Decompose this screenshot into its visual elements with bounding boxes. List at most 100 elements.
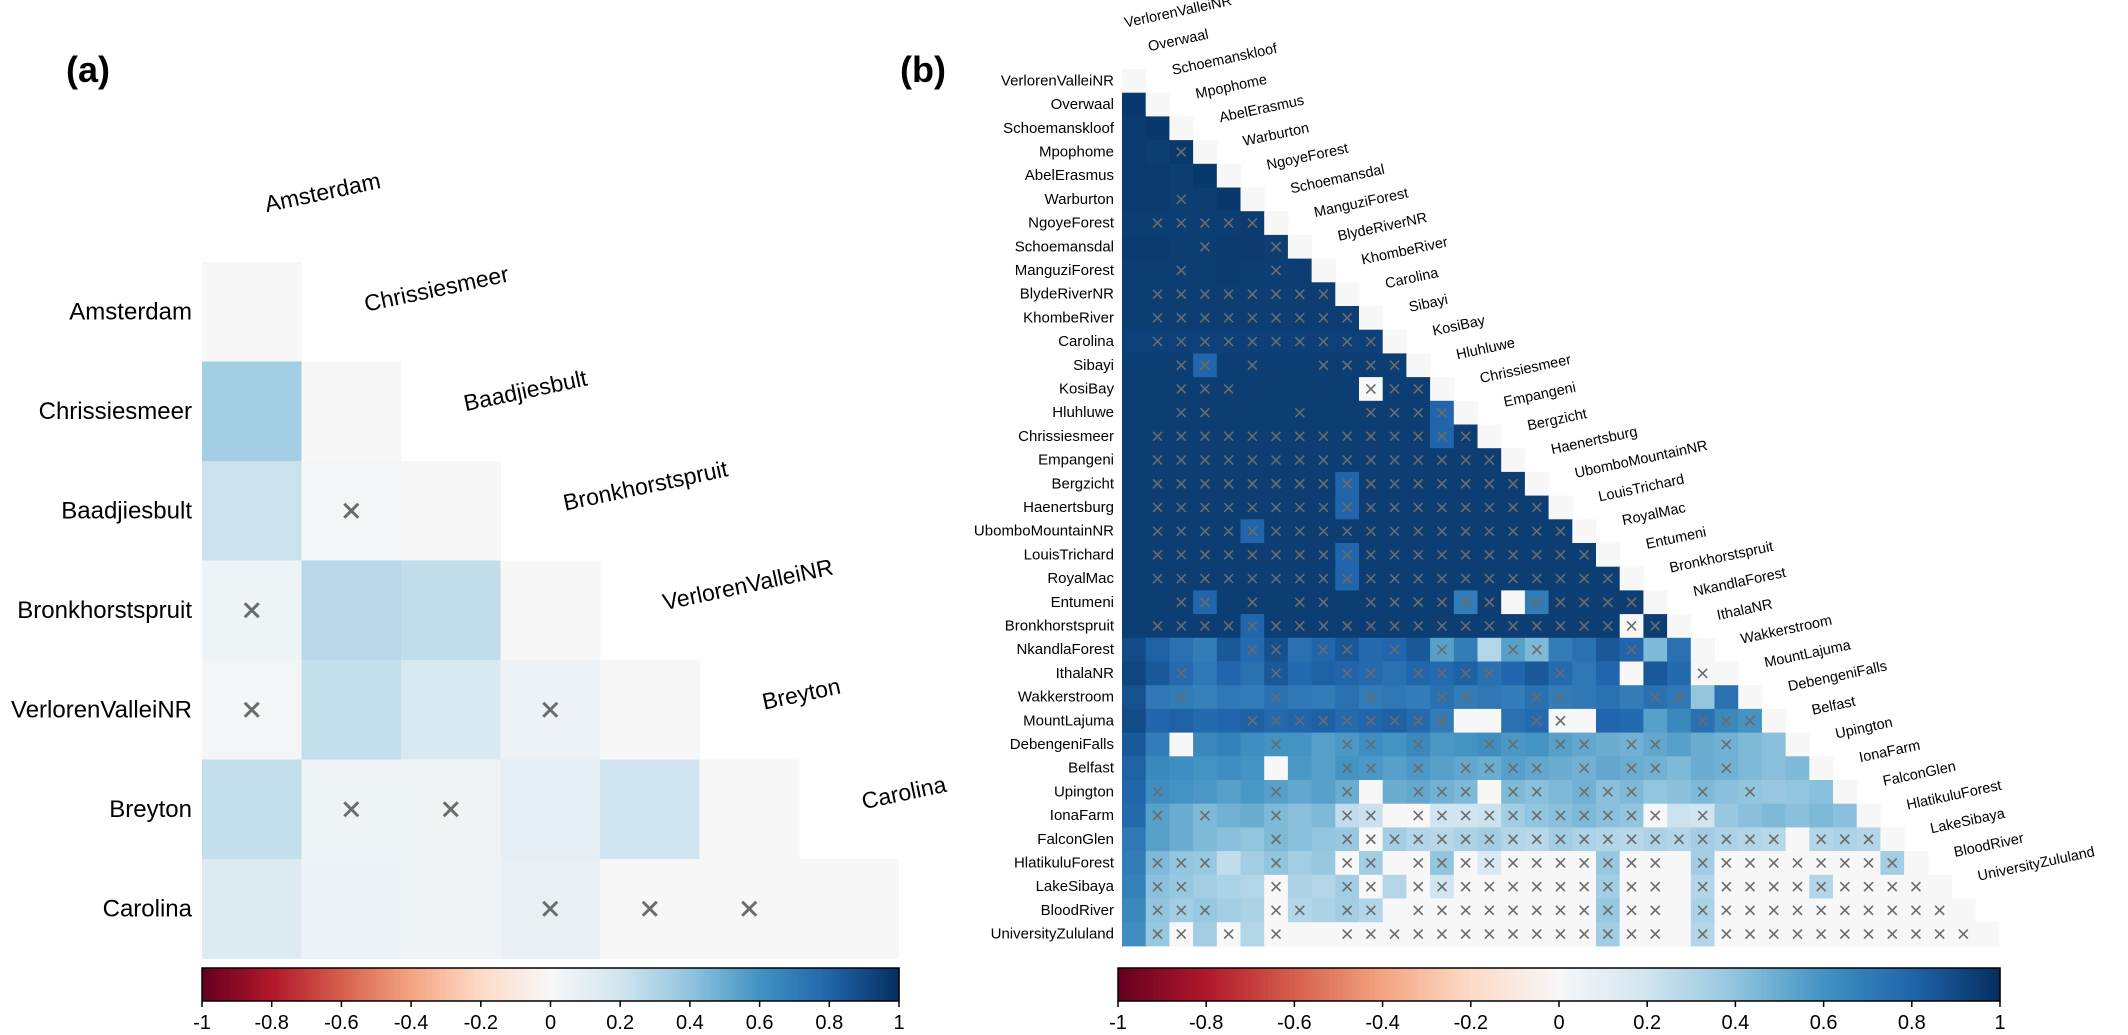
panel-b-colorbar-gradient-segment (1982, 968, 1988, 1001)
panel-b-cell (1690, 732, 1715, 757)
panel-b-nonsignificant-marker (1460, 668, 1471, 679)
panel-b-nonsignificant-marker (1413, 810, 1424, 821)
panel-a-colorbar-gradient-segment (215, 968, 221, 1001)
panel-b-nonsignificant-marker (1531, 526, 1542, 537)
panel-b-nonsignificant-marker (1176, 265, 1187, 276)
panel-b-nonsignificant-marker (1176, 336, 1187, 347)
panel-b-cell (1501, 708, 1526, 734)
panel-b-colorbar-gradient-segment (1559, 968, 1565, 1001)
panel-b-nonsignificant-marker (1744, 905, 1756, 916)
panel-b-colorbar-gradient-segment (1307, 968, 1313, 1001)
panel-b-nonsignificant-marker (1460, 431, 1471, 442)
panel-b-column-label: Empangeni (1502, 380, 1577, 411)
panel-a-colorbar-gradient-segment (794, 968, 799, 1001)
panel-b-cell (1264, 590, 1289, 615)
panel-a-colorbar-gradient-segment (818, 968, 823, 1001)
panel-b-cell (1122, 69, 1147, 94)
panel-a-colorbar-gradient-segment (257, 968, 262, 1001)
panel-b-colorbar-gradient-segment (1633, 968, 1639, 1001)
panel-b-cell (1169, 803, 1194, 828)
panel-a-colorbar-tick-label: -0.2 (464, 1012, 498, 1034)
panel-b-colorbar-gradient-segment (1528, 968, 1534, 1001)
panel-b-nonsignificant-marker (1270, 549, 1282, 560)
panel-b-cell (1382, 803, 1407, 828)
panel-b-nonsignificant-marker (1436, 526, 1448, 537)
panel-b-nonsignificant-marker (1436, 407, 1448, 418)
panel-a-colorbar-gradient-segment (637, 968, 642, 1001)
panel-b-column-label: Overwaal (1147, 27, 1210, 55)
panel-b-nonsignificant-marker (1199, 431, 1211, 442)
panel-b-nonsignificant-marker (1342, 857, 1353, 869)
panel-b-nonsignificant-marker (1152, 549, 1163, 560)
panel-a-colorbar-gradient-segment (487, 968, 492, 1001)
panel-b-row-label: NgoyeForest (1028, 215, 1115, 232)
panel-b-cell (1240, 377, 1265, 402)
panel-a-colorbar-gradient-segment (630, 968, 635, 1001)
panel-b-nonsignificant-marker (1816, 928, 1827, 940)
panel-b-nonsignificant-marker (1342, 526, 1353, 537)
panel-a-colorbar-gradient-segment (327, 968, 332, 1001)
panel-b-nonsignificant-marker (1223, 217, 1234, 229)
panel-b-cell (1287, 353, 1313, 378)
panel-b-row-label: FalconGlen (1037, 831, 1114, 848)
panel-b-cell (1216, 851, 1241, 876)
panel-a-colorbar-gradient-segment (533, 968, 538, 1001)
panel-b-nonsignificant-marker (1176, 620, 1187, 632)
panel-b-colorbar-gradient-segment (1435, 968, 1441, 1001)
panel-b-cell (1169, 827, 1194, 852)
panel-b-cell (1145, 685, 1170, 710)
panel-b-nonsignificant-marker (1270, 715, 1282, 726)
panel-b-colorbar-gradient-segment (1902, 968, 1908, 1001)
panel-b-colorbar-gradient-segment (1748, 968, 1754, 1001)
panel-b-nonsignificant-marker (1365, 407, 1376, 418)
panel-a-colorbar-gradient-segment (871, 968, 876, 1001)
panel-a-colorbar-gradient-segment (233, 968, 238, 1001)
panel-b-cell (1240, 756, 1265, 781)
panel-b-cell (1145, 732, 1170, 757)
panel-b-nonsignificant-marker (1531, 834, 1542, 845)
panel-a-colorbar-gradient-segment (282, 968, 287, 1001)
panel-a-colorbar-gradient-segment (592, 968, 597, 1001)
panel-a-colorbar-gradient-segment (672, 968, 677, 1001)
panel-b-cell (1193, 708, 1218, 734)
panel-b-nonsignificant-marker (1579, 763, 1590, 774)
panel-b-nonsignificant-marker (1792, 928, 1803, 940)
panel-b-column-label: MountLajuma (1763, 637, 1853, 671)
panel-b-nonsignificant-marker (1887, 905, 1898, 916)
panel-a-colorbar-gradient-segment (275, 968, 280, 1001)
panel-b-row-label: Hluhluwe (1052, 404, 1114, 421)
panel-a-colorbar-gradient-segment (404, 968, 409, 1001)
panel-b-colorbar-gradient-segment (1329, 968, 1335, 1001)
panel-b-cell (1193, 637, 1218, 662)
panel-b-nonsignificant-marker (1247, 526, 1258, 537)
panel-b-nonsignificant-marker (1270, 502, 1282, 513)
panel-b-cell (1809, 780, 1834, 805)
panel-b-nonsignificant-marker (1318, 360, 1329, 371)
panel-b-colorbar-gradient-segment (1832, 968, 1838, 1001)
panel-b-cell (1785, 756, 1810, 781)
panel-b-row-label: IthalaNR (1056, 665, 1115, 682)
panel-b-nonsignificant-marker (1389, 644, 1400, 655)
panel-a-colorbar-gradient-segment (700, 968, 705, 1001)
panel-b-nonsignificant-marker (1199, 407, 1211, 418)
panel-a-colorbar-gradient-segment (829, 968, 834, 1001)
panel-a-colorbar-gradient-segment (250, 968, 255, 1001)
panel-b-cell (1122, 803, 1147, 828)
panel-b-nonsignificant-marker (1484, 763, 1495, 774)
panel-b-nonsignificant-marker (1223, 928, 1234, 940)
panel-a-colorbar-gradient-segment (358, 968, 363, 1001)
panel-a-colorbar-tick-label: -0.6 (324, 1012, 358, 1034)
panel-b-cell (1477, 708, 1502, 734)
panel-b-colorbar-tick-label: -0.2 (1454, 1012, 1488, 1034)
panel-a-colorbar-gradient-segment (240, 968, 245, 1001)
panel-b-nonsignificant-marker (1697, 715, 1708, 726)
panel-b-colorbar-gradient-segment (1541, 968, 1547, 1001)
panel-b-cell (1240, 780, 1265, 805)
panel-b-nonsignificant-marker (1389, 620, 1400, 632)
panel-a-cell (202, 361, 302, 462)
panel-b-nonsignificant-marker (1152, 857, 1163, 869)
panel-b-nonsignificant-marker (1744, 857, 1756, 869)
panel-b-nonsignificant-marker (1270, 454, 1282, 466)
panel-b-cell (1122, 140, 1147, 165)
panel-a-colorbar-gradient-segment (606, 968, 611, 1001)
